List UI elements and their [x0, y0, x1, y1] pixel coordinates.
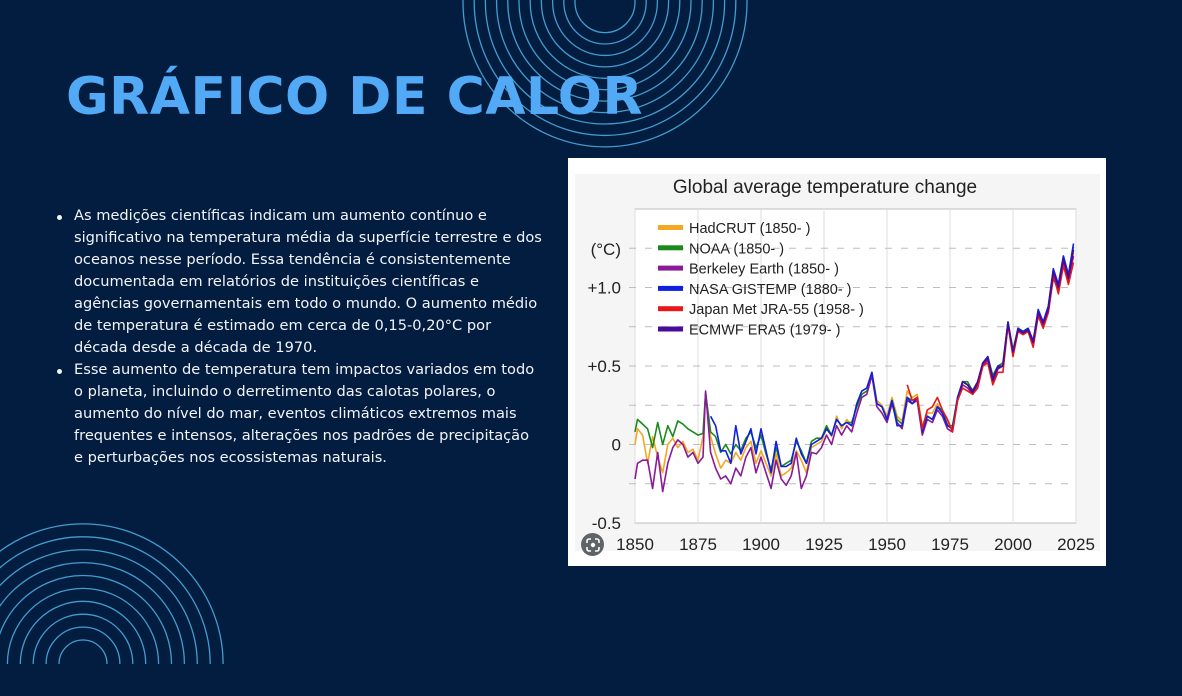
x-tick-label: 1975: [931, 535, 969, 554]
ring: [0, 549, 198, 665]
ring: [551, 0, 659, 57]
legend-swatch: [658, 326, 683, 332]
legend-item: Japan Met JRA-55 (1958- ): [658, 302, 864, 318]
bullet-dot-icon: [57, 369, 62, 374]
x-tick-label: 2000: [994, 535, 1032, 554]
slide-title: GRÁFICO DE CALOR: [66, 67, 644, 127]
x-tick-label: 1925: [805, 535, 843, 554]
series-lines: [634, 243, 1075, 493]
x-tick-label: 2025: [1057, 535, 1095, 554]
x-tick-label: 1950: [868, 535, 906, 554]
ring: [58, 639, 108, 665]
bullet-item: Esse aumento de temperatura tem impactos…: [52, 359, 542, 469]
legend-label: Berkeley Earth (1850- ): [689, 262, 839, 278]
chart-image-card: Global average temperature change +1.0 +0…: [568, 158, 1106, 566]
bullet-text: As medições científicas indicam um aumen…: [74, 207, 542, 356]
bullet-item: As medições científicas indicam um aumen…: [52, 205, 542, 359]
ring: [0, 574, 173, 665]
y-tick-label: +1.0: [587, 279, 621, 298]
legend-label: HadCRUT (1850- ): [689, 221, 810, 237]
y-tick-label: -0.5: [592, 514, 621, 533]
ring: [540, 0, 670, 68]
ring: [45, 626, 121, 665]
series-line: [959, 249, 1075, 394]
bullet-text: Esse aumento de temperatura tem impactos…: [74, 361, 535, 466]
bullet-list: As medições científicas indicam um aumen…: [52, 205, 542, 469]
series-line: [906, 262, 1075, 433]
legend-swatch: [658, 265, 683, 271]
chart-title: Global average temperature change: [673, 177, 977, 198]
legend-item: ECMWF ERA5 (1979- ): [658, 323, 840, 339]
legend-swatch: [658, 225, 683, 230]
legend-label: NOAA (1850- ): [689, 241, 784, 257]
y-axis-unit-label: (°C): [591, 240, 621, 259]
bullet-dot-icon: [57, 215, 62, 220]
legend-item: NASA GISTEMP (1880- ): [658, 282, 852, 298]
chart-legend: HadCRUT (1850- ) NOAA (1850- ) Berkeley Ea…: [658, 221, 864, 339]
legend-swatch: [658, 306, 683, 312]
x-tick-label: 1850: [616, 535, 654, 554]
ring: [574, 0, 636, 34]
x-tick-label: 1875: [679, 535, 717, 554]
temperature-chart: Global average temperature change +1.0 +0…: [587, 177, 1095, 554]
x-tick-labels: 1850 1875 1900 1925 1950 1975 2000 2025: [616, 535, 1095, 554]
legend-label: Japan Met JRA-55 (1958- ): [689, 302, 864, 318]
ring: [32, 613, 134, 665]
legend-item: HadCRUT (1850- ): [658, 221, 810, 237]
y-tick-label: 0: [612, 436, 621, 455]
legend-swatch: [658, 245, 683, 251]
google-lens-icon: [585, 537, 600, 552]
ring: [0, 561, 186, 665]
x-tick-label: 1900: [742, 535, 780, 554]
ring: [19, 600, 147, 665]
legend-label: NASA GISTEMP (1880- ): [689, 282, 852, 298]
ring: [0, 523, 224, 665]
legend-item: Berkeley Earth (1850- ): [658, 262, 839, 278]
ring: [563, 0, 647, 45]
legend-swatch: [658, 285, 683, 291]
legend-item: NOAA (1850- ): [658, 241, 784, 257]
series-line: [634, 255, 1075, 493]
ring: [0, 536, 211, 665]
ring: [6, 587, 160, 665]
google-lens-button[interactable]: [581, 533, 604, 556]
bottom-left-rings-decoration: [0, 523, 224, 665]
y-tick-labels: +1.0 +0.5 0 -0.5: [587, 279, 621, 534]
y-tick-label: +0.5: [587, 357, 621, 376]
gridlines: [629, 209, 1077, 523]
legend-label: ECMWF ERA5 (1979- ): [689, 323, 840, 339]
